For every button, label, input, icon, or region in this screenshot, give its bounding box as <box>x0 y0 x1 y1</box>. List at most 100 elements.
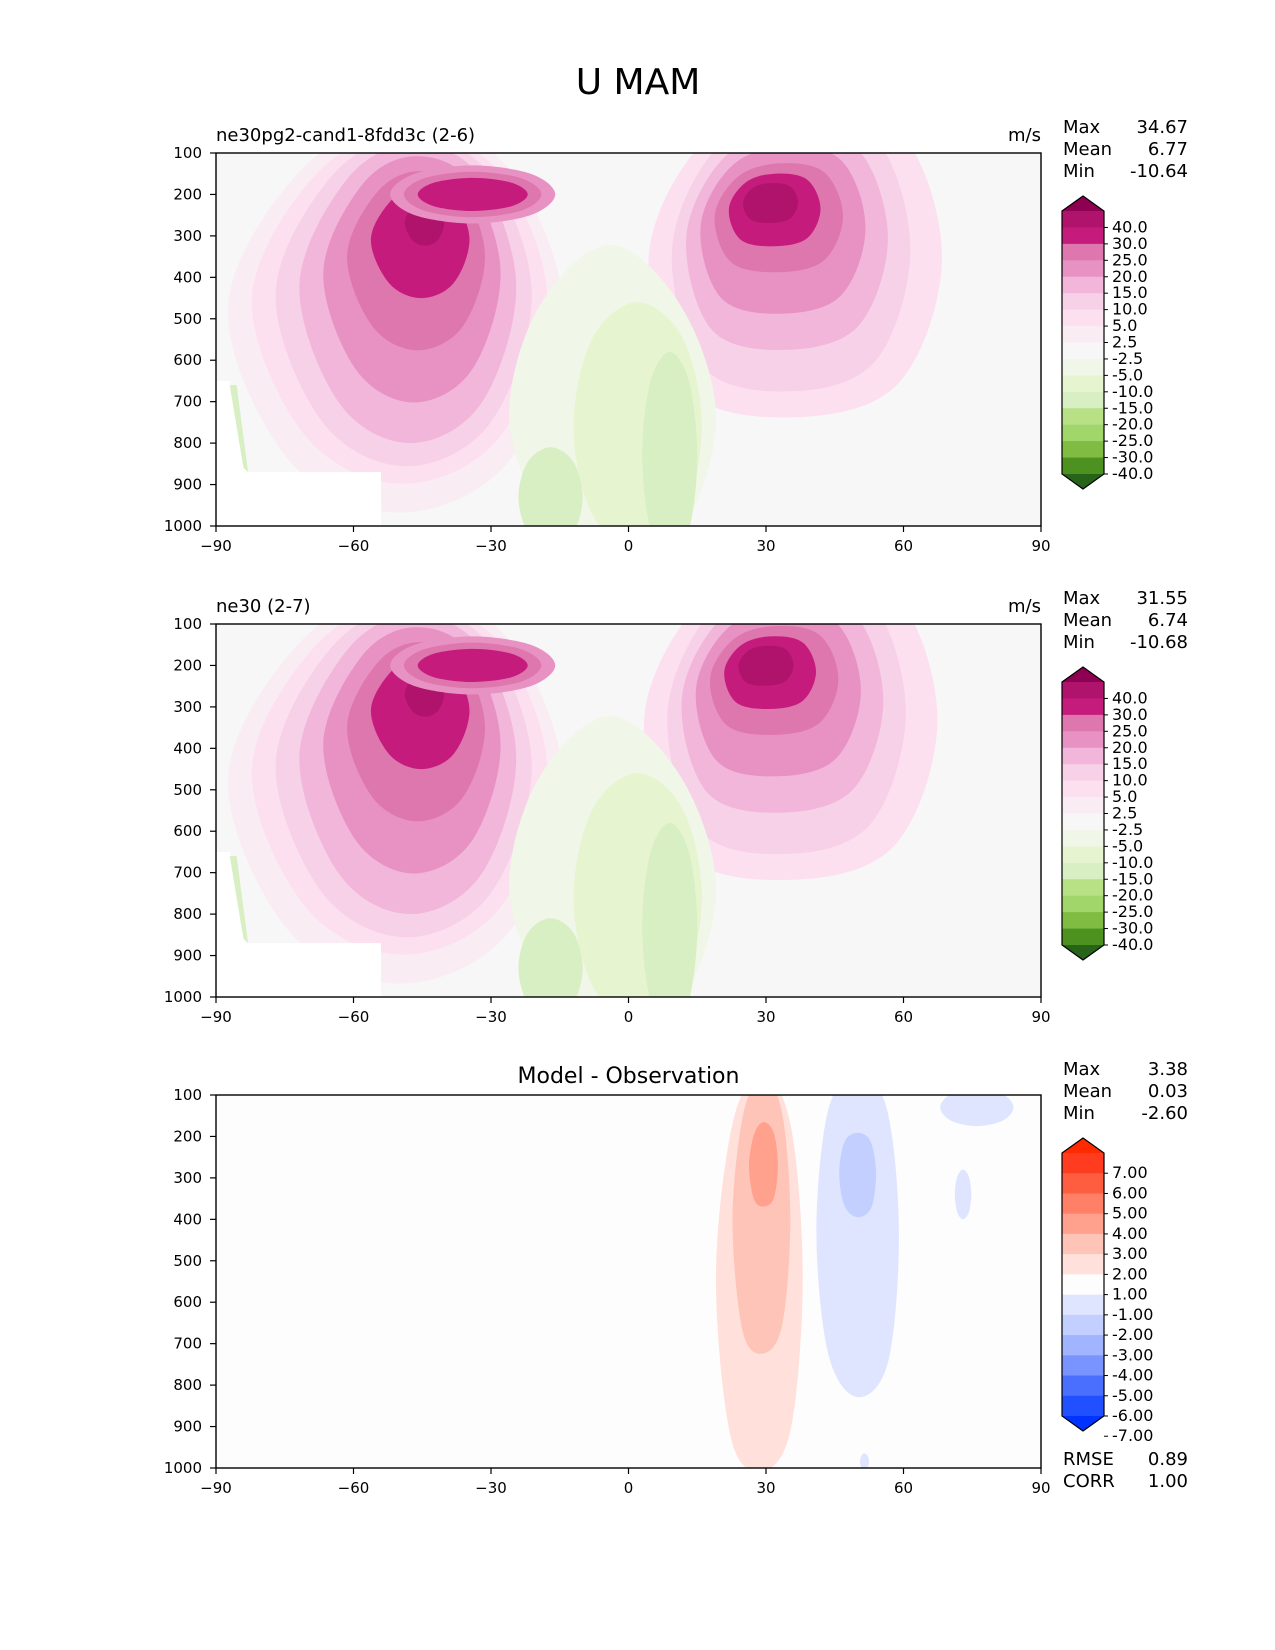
colorbar-label: -10.0 <box>1112 382 1153 401</box>
contour-field <box>216 1095 1041 1468</box>
colorbar-label: 20.0 <box>1112 267 1148 286</box>
colorbar-label: 4.00 <box>1112 1224 1148 1243</box>
colorbar-segment <box>1062 1375 1104 1397</box>
colorbar-label: -5.00 <box>1112 1386 1153 1405</box>
colorbar: 40.030.025.020.015.010.05.02.5-2.5-5.0-1… <box>1061 666 1153 961</box>
panel-title: ne30 (2-7) <box>216 596 311 617</box>
y-tick-label: 1000 <box>164 517 202 535</box>
colorbar-label: 15.0 <box>1112 754 1148 773</box>
x-tick-label: 0 <box>624 1008 634 1026</box>
negative-anomaly-contour <box>954 1169 972 1220</box>
colorbar-label: 25.0 <box>1112 721 1148 740</box>
colorbar-segment <box>1062 408 1104 426</box>
colorbar-segment <box>1062 1173 1104 1195</box>
colorbar-top-extend <box>1062 667 1104 682</box>
colorbar-label: 20.0 <box>1112 738 1148 757</box>
y-tick-label: 400 <box>173 1210 202 1228</box>
colorbar-segment <box>1062 260 1104 278</box>
y-tick-label: 1000 <box>164 1459 202 1477</box>
easterly-contour <box>518 447 583 526</box>
y-tick-label: 100 <box>173 144 202 162</box>
y-tick-label: 700 <box>173 393 202 411</box>
colorbar-segment <box>1062 764 1104 782</box>
stat-value: 0.03 <box>1148 1081 1188 1102</box>
colorbar-segment <box>1062 1335 1104 1356</box>
colorbar-segment <box>1062 243 1104 261</box>
colorbar-label: 10.0 <box>1112 771 1148 790</box>
colorbar-segment <box>1062 1233 1104 1255</box>
stat-value: 6.74 <box>1148 610 1188 631</box>
y-tick-label: 200 <box>173 185 202 203</box>
easterly-contour <box>642 822 698 997</box>
colorbar-segment <box>1062 1193 1104 1215</box>
y-tick-label: 200 <box>173 656 202 674</box>
metric-value: 1.00 <box>1148 1471 1188 1492</box>
y-tick-label: 800 <box>173 905 202 923</box>
x-tick-label: −60 <box>338 537 370 555</box>
easterly-contour <box>518 918 583 997</box>
x-tick-label: −60 <box>338 1479 370 1497</box>
y-tick-label: 400 <box>173 268 202 286</box>
colorbar-segment <box>1062 698 1104 716</box>
stat-value: -10.64 <box>1130 161 1188 182</box>
colorbar-segment <box>1062 1294 1104 1316</box>
stat-label: Mean <box>1063 610 1112 631</box>
colorbar-segment <box>1062 780 1104 798</box>
easterly-contour <box>642 351 698 526</box>
terrain-slope-contour <box>229 856 249 944</box>
colorbar-segment <box>1062 1395 1104 1417</box>
colorbar-label: 40.0 <box>1112 217 1148 236</box>
colorbar-segment <box>1062 813 1104 831</box>
colorbar-label: -2.5 <box>1112 820 1143 839</box>
colorbar-segment <box>1062 293 1104 311</box>
colorbar-segment <box>1062 1153 1104 1174</box>
colorbar-segment <box>1062 714 1104 732</box>
x-tick-label: 30 <box>756 537 775 555</box>
colorbar-bottom-extend <box>1062 945 1104 960</box>
panel-units: m/s <box>1008 125 1041 146</box>
positive-anomaly-contour <box>749 1122 778 1207</box>
colorbar-label: -25.0 <box>1112 431 1153 450</box>
colorbar-label: -15.0 <box>1112 869 1153 888</box>
colorbar-label: -3.00 <box>1112 1345 1153 1364</box>
colorbar-label: -25.0 <box>1112 902 1153 921</box>
colorbar-top-extend <box>1062 1138 1104 1153</box>
y-tick-label: 900 <box>173 1418 202 1436</box>
colorbar-label: -7.00 <box>1112 1426 1153 1445</box>
colorbar-segment <box>1062 846 1104 864</box>
colorbar-label: 25.0 <box>1112 250 1148 269</box>
x-tick-label: 60 <box>894 1479 913 1497</box>
x-tick-label: 90 <box>1031 537 1050 555</box>
colorbar-label: 15.0 <box>1112 283 1148 302</box>
colorbar-label: 5.00 <box>1112 1204 1148 1223</box>
x-tick-label: −30 <box>475 537 507 555</box>
colorbar-label: 3.00 <box>1112 1244 1148 1263</box>
panel-title: Model - Observation <box>518 1064 740 1089</box>
y-tick-label: 900 <box>173 476 202 494</box>
colorbar-label: 10.0 <box>1112 300 1148 319</box>
figure-title: U MAM <box>576 62 701 103</box>
colorbar-label: -20.0 <box>1112 886 1153 905</box>
stat-label: Max <box>1063 1059 1101 1080</box>
colorbar-label: 2.5 <box>1112 804 1137 823</box>
colorbar-label: -30.0 <box>1112 448 1153 467</box>
negative-anomaly-contour <box>860 1453 870 1468</box>
colorbar-label: -30.0 <box>1112 919 1153 938</box>
x-tick-label: 30 <box>756 1479 775 1497</box>
x-tick-label: 0 <box>624 537 634 555</box>
colorbar-label: -10.0 <box>1112 853 1153 872</box>
y-tick-label: 100 <box>173 615 202 633</box>
colorbar-label: 7.00 <box>1112 1163 1148 1182</box>
stat-label: Max <box>1063 588 1101 609</box>
x-tick-label: −90 <box>200 537 232 555</box>
x-tick-label: 60 <box>894 1008 913 1026</box>
terrain-mask <box>216 380 381 526</box>
nh-jet-contour <box>738 645 794 686</box>
stat-value: -2.60 <box>1141 1103 1188 1124</box>
colorbar-segment <box>1062 928 1104 946</box>
stat-label: Max <box>1063 117 1101 138</box>
stat-label: Mean <box>1063 139 1112 160</box>
